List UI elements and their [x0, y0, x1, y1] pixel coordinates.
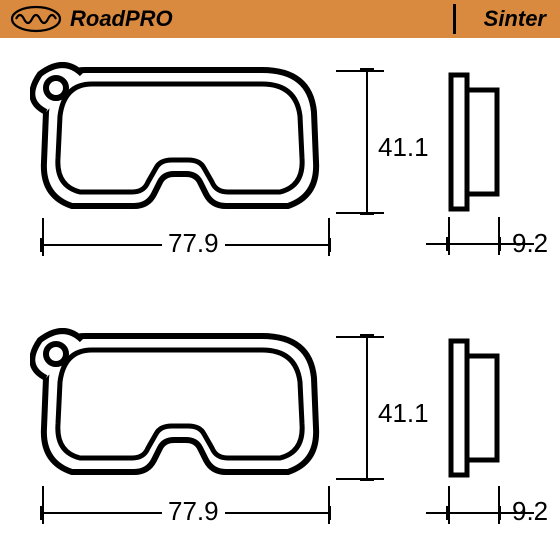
bottom-pad-side-view: [448, 338, 500, 478]
dimension-line: [366, 336, 368, 480]
page: RoadPRO Sinter: [0, 0, 560, 560]
bottom-width-value: 77.9: [162, 496, 225, 527]
title-part-a: Road: [70, 6, 125, 31]
top-thickness-dimension: [448, 217, 503, 263]
arrow-cap: [446, 506, 449, 520]
header-bar: RoadPRO Sinter: [0, 0, 560, 38]
arrow-cap: [360, 478, 374, 481]
top-thickness-value: 9.2: [512, 228, 548, 259]
top-height-value: 41.1: [378, 132, 429, 163]
arrow-cap: [328, 238, 331, 252]
top-width-value: 77.9: [162, 228, 225, 259]
header-divider: [453, 4, 456, 34]
brand-logo-icon: [10, 5, 62, 33]
arrow-cap: [498, 237, 501, 251]
bottom-pad-front-view: [30, 328, 330, 480]
arrow-cap: [498, 506, 501, 520]
arrow-cap: [40, 506, 43, 520]
dimension-line: [366, 70, 368, 214]
technical-drawing: 41.1 77.9 9.2: [0, 38, 560, 560]
top-pad-side-view: [448, 72, 500, 212]
compound-title: Sinter: [484, 6, 546, 32]
arrow-cap: [446, 237, 449, 251]
arrow-cap: [360, 68, 374, 71]
header-right-group: Sinter: [453, 0, 546, 38]
arrow-cap: [360, 212, 374, 215]
title-part-b: PRO: [125, 6, 173, 31]
arrow-cap: [360, 334, 374, 337]
bottom-height-value: 41.1: [378, 398, 429, 429]
arrow-cap: [40, 238, 43, 252]
bottom-thickness-value: 9.2: [512, 496, 548, 527]
product-line-title: RoadPRO: [70, 6, 173, 32]
top-pad-front-view: [30, 62, 330, 214]
arrow-cap: [328, 506, 331, 520]
bottom-thickness-dimension: [448, 486, 503, 532]
